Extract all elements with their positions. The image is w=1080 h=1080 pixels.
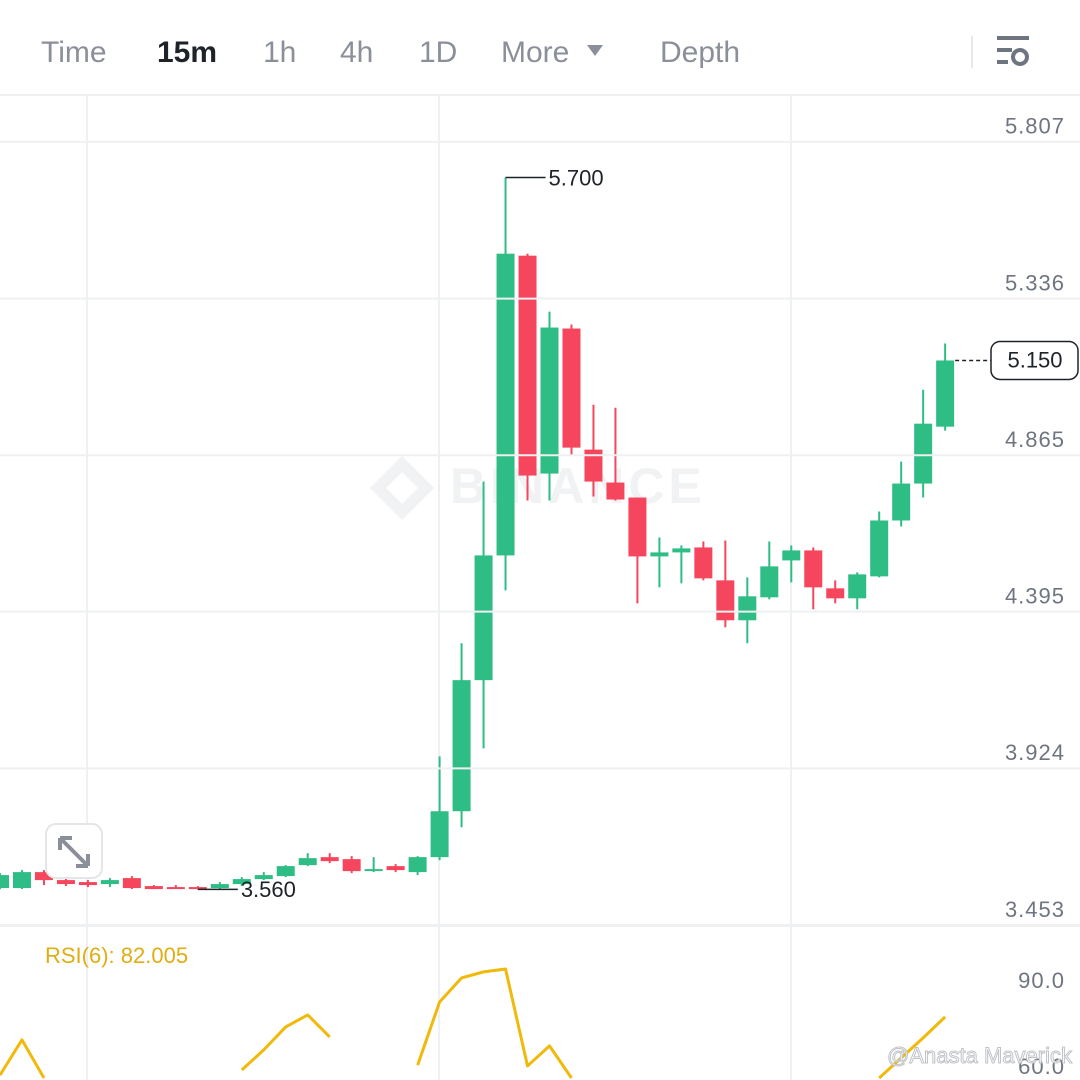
candle-body [34, 872, 53, 881]
y-tick-label: 90.0 [1018, 968, 1065, 993]
candle-body [430, 811, 449, 858]
candle-body [650, 552, 669, 557]
candle-body [562, 328, 581, 448]
tab[interactable]: 1D [419, 36, 457, 69]
candle-body [936, 360, 955, 427]
candle-body [914, 423, 933, 484]
settings-icon[interactable] [997, 36, 1029, 66]
current-price-box [990, 340, 1079, 381]
current-price-label: 5.150 [1007, 347, 1062, 372]
candle-body [694, 547, 713, 579]
candle-body [452, 680, 471, 812]
candle-body [408, 857, 427, 873]
candle-body [760, 566, 779, 598]
plot-area [0, 177, 955, 890]
candle-body [386, 866, 405, 871]
tab[interactable]: More [501, 36, 569, 69]
candle-body [584, 449, 603, 482]
tab[interactable]: 15m [157, 36, 217, 69]
candle-body [298, 858, 317, 866]
tab[interactable]: 4h [340, 36, 373, 69]
credit: @Anasta Maverick [887, 1043, 1073, 1068]
y-tick-label: 5.336 [1005, 270, 1065, 295]
toolbar: Time 15m 1h 4h 1D More Depth [41, 36, 740, 69]
candle-body [716, 580, 735, 621]
candle-body [628, 497, 647, 557]
tab[interactable]: Depth [660, 36, 740, 69]
y-tick-label: 60.0 [1018, 1054, 1065, 1079]
candle-body [188, 887, 207, 890]
rsi-panel: 90.0 60.0 RSI(6): 82.005 [0, 943, 1065, 1080]
candle-body [672, 548, 691, 553]
candle-body [12, 872, 31, 889]
more-caret[interactable] [587, 45, 603, 56]
candle-body [122, 878, 141, 889]
candle-body [738, 596, 757, 621]
candle-body [56, 880, 75, 885]
candle-body [804, 550, 823, 588]
candle-body [782, 550, 801, 561]
watermark-text: BINANCE [450, 458, 706, 514]
y-tick-label: 4.395 [1005, 583, 1065, 608]
candle-body [848, 574, 867, 599]
candle-body [364, 869, 383, 872]
candle-body [518, 255, 537, 476]
tab[interactable]: 1h [263, 36, 296, 69]
extreme-label: 5.700 [549, 165, 604, 190]
candle-body [474, 555, 493, 681]
candle-body [320, 857, 339, 862]
y-tick-label: 3.924 [1005, 740, 1065, 765]
candle-body [0, 875, 9, 889]
candle-body [276, 866, 295, 877]
watermark: BINANCE [370, 456, 706, 520]
extreme-label: 3.560 [241, 877, 296, 902]
candle-body [254, 875, 273, 880]
candle-body [496, 253, 515, 556]
rsi-line [0, 967, 947, 1080]
plot-area [0, 967, 947, 1080]
y-tick-label: 5.807 [1005, 114, 1065, 139]
candle-body [826, 588, 845, 599]
candle-body [144, 886, 163, 890]
candle-body [342, 859, 361, 872]
candle-body [232, 879, 251, 885]
tab[interactable]: Time [41, 36, 107, 69]
candle-body [210, 884, 229, 889]
candle-body [100, 880, 119, 885]
candle-body [78, 882, 97, 886]
candle-body [892, 483, 911, 521]
candle-body [606, 482, 625, 500]
candle-body [870, 520, 889, 577]
y-tick-label: 3.453 [1005, 897, 1065, 922]
expand-button[interactable] [45, 823, 103, 879]
indicator-label: RSI(6): 82.005 [45, 943, 188, 968]
candle-body [166, 887, 185, 890]
y-tick-label: 4.865 [1005, 427, 1065, 452]
candle-body [540, 327, 559, 474]
